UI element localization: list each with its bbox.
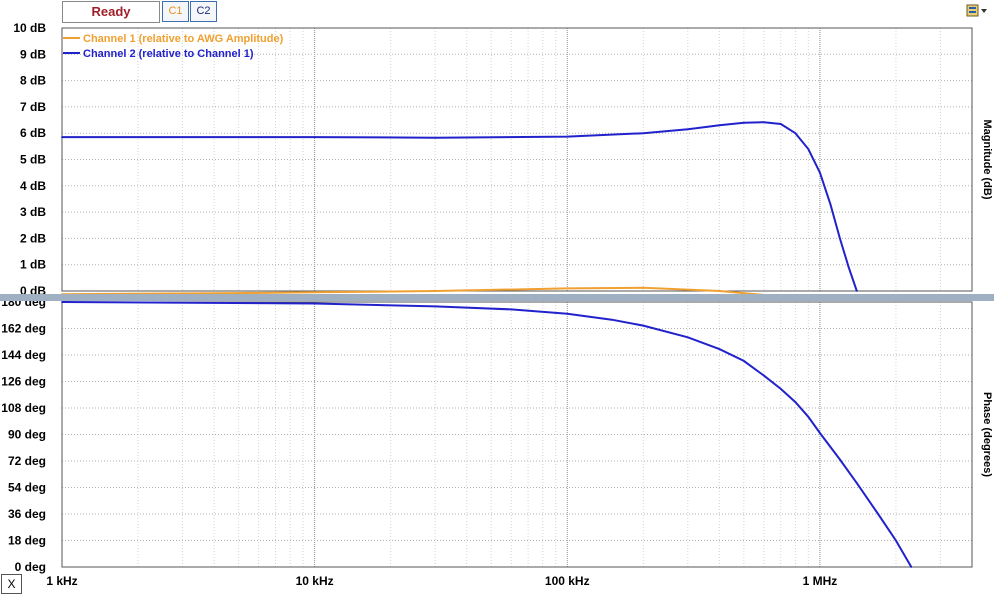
channel-2-button[interactable]: C2	[190, 1, 217, 22]
phase-y-tick-label: 54 deg	[8, 481, 46, 495]
magnitude-data-point	[829, 203, 832, 206]
magnitude-plot-border	[61, 27, 973, 292]
magnitude-y-tick-label: 4 dB	[20, 179, 46, 193]
magnitude-data-point	[642, 132, 645, 135]
phase-data-point	[910, 566, 913, 568]
magnitude-data-point	[566, 287, 569, 290]
phase-y-tick-label: 18 deg	[8, 534, 46, 548]
phase-data-point	[510, 308, 513, 311]
channel-1-button[interactable]: C1	[162, 1, 189, 22]
magnitude-y-tick-label: 8 dB	[20, 74, 46, 88]
phase-series-line	[61, 301, 913, 568]
magnitude-y-tick-label: 1 dB	[20, 258, 46, 272]
phase-data-point	[807, 415, 810, 418]
panel-divider	[0, 294, 994, 301]
magnitude-data-point	[434, 136, 437, 139]
phase-data-point	[686, 336, 689, 339]
legend-label: Channel 1 (relative to AWG Amplitude)	[83, 33, 284, 45]
magnitude-data-point	[237, 292, 240, 294]
magnitude-data-point	[855, 290, 858, 292]
toolbar: Ready C1 C2	[0, 0, 994, 24]
magnitude-data-point	[313, 291, 316, 294]
phase-data-point	[855, 482, 858, 484]
magnitude-data-point	[819, 171, 821, 174]
phase-y-tick-label: 126 deg	[1, 375, 46, 389]
magnitude-data-point	[779, 123, 782, 125]
magnitude-data-point	[566, 135, 569, 138]
magnitude-data-point	[847, 266, 850, 269]
x-tick-label: 10 kHz	[296, 574, 334, 588]
phase-y-tick-label: 162 deg	[1, 322, 46, 336]
status-indicator: Ready	[62, 1, 160, 23]
phase-y-tick-label: 108 deg	[1, 401, 46, 415]
phase-data-point	[895, 539, 897, 542]
x-tick-label: 1 kHz	[46, 574, 77, 588]
phase-data-point	[566, 312, 569, 315]
magnitude-data-point	[718, 290, 721, 292]
phase-data-point	[794, 401, 797, 403]
close-button[interactable]: X	[1, 574, 22, 594]
magnitude-data-point	[763, 121, 765, 124]
settings-dropdown-icon[interactable]	[966, 3, 988, 19]
phase-y-tick-label: 36 deg	[8, 507, 46, 521]
magnitude-y-tick-label: 2 dB	[20, 231, 46, 245]
phase-data-point	[313, 302, 316, 305]
magnitude-data-point	[794, 132, 797, 135]
phase-data-point	[610, 318, 613, 321]
magnitude-data-point	[642, 286, 645, 289]
magnitude-y-tick-label: 5 dB	[20, 153, 46, 167]
magnitude-y-tick-label: 10 dB	[13, 21, 46, 35]
magnitude-data-point	[434, 290, 437, 292]
magnitude-y-tick-label: 6 dB	[20, 126, 46, 140]
phase-data-point	[877, 513, 879, 515]
magnitude-data-point	[742, 121, 745, 124]
magnitude-data-point	[61, 136, 63, 139]
magnitude-data-point	[807, 148, 810, 150]
x-tick-label: 1 MHz	[803, 574, 838, 588]
phase-data-point	[839, 458, 841, 461]
x-tick-label: 100 kHz	[545, 574, 590, 588]
phase-y-tick-label: 72 deg	[8, 454, 46, 468]
phase-data-point	[819, 432, 821, 434]
phase-axis-title: Phase (degrees)	[981, 392, 993, 477]
magnitude-data-point	[686, 128, 689, 131]
magnitude-y-tick-label: 9 dB	[20, 47, 46, 61]
phase-y-tick-label: 90 deg	[8, 428, 46, 442]
phase-plot-border	[61, 301, 973, 568]
phase-data-point	[742, 360, 745, 362]
magnitude-data-point	[718, 124, 721, 127]
magnitude-data-point	[313, 136, 316, 139]
phase-data-point	[718, 348, 721, 350]
phase-data-point	[61, 301, 63, 303]
magnitude-y-tick-label: 3 dB	[20, 205, 46, 219]
phase-data-point	[434, 305, 437, 308]
phase-data-point	[642, 324, 645, 327]
phase-y-tick-label: 144 deg	[1, 348, 46, 362]
magnitude-y-tick-label: 7 dB	[20, 100, 46, 114]
phase-plot-area	[62, 302, 972, 567]
phase-y-tick-label: 0 deg	[15, 560, 46, 574]
phase-data-point	[779, 388, 782, 390]
phase-data-point	[763, 374, 765, 377]
magnitude-data-point	[839, 237, 841, 240]
legend-label: Channel 2 (relative to Channel 1)	[83, 48, 254, 60]
magnitude-axis-title: Magnitude (dB)	[981, 119, 993, 199]
magnitude-plot-area	[62, 28, 972, 291]
